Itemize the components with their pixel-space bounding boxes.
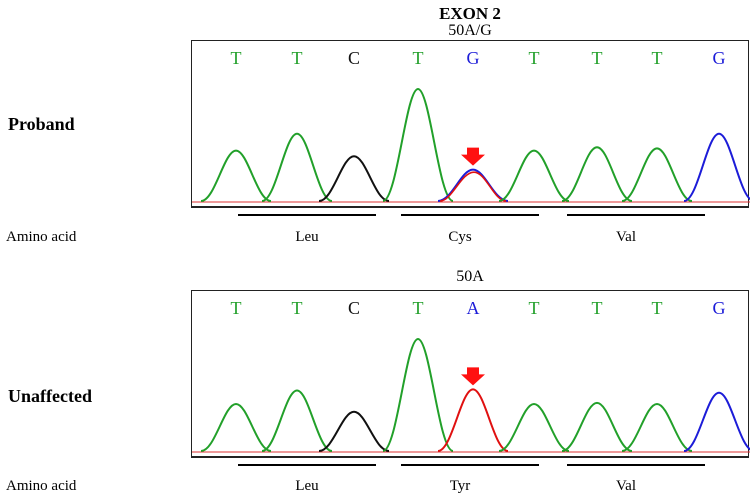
base-call-3: C [347,298,360,318]
amino-acid-1-unaffected: Leu [295,478,319,494]
base-call-6: T [528,48,540,68]
codon-underline-3-unaffected [567,464,705,466]
trace-peak-5 [437,388,509,452]
trace-peak-9 [683,391,750,452]
amino-acid-1-proband: Leu [295,229,319,245]
base-call-4: T [412,298,424,318]
trace-peak-1 [200,402,272,452]
base-call-7: T [591,298,603,318]
mutation-arrow [461,147,485,166]
amino-acid-3-unaffected: Val [616,478,636,494]
base-call-3: C [347,48,360,68]
amino-acid-2-unaffected: Tyr [449,478,471,494]
trace-peak-7 [561,146,633,202]
variant-label-proband: 50A/G [448,22,492,39]
trace-peak-6 [498,402,570,452]
variant-label-unaffected: 50A [456,268,484,285]
trace-peak-3 [318,410,390,452]
base-call-9: G [712,298,726,318]
trace-peak-9 [683,132,750,202]
trace-peak-2 [261,132,333,202]
base-call-5: A [466,298,480,318]
amino-acid-row-label-unaffected: Amino acid [6,478,77,494]
sample-label-proband: Proband [8,114,75,134]
trace-plot-unaffected [192,337,750,453]
base-call-2: T [291,298,303,318]
codon-underline-1-unaffected [238,464,376,466]
codon-underline-1-proband [238,214,376,216]
base-call-1: T [230,298,242,318]
trace-peak-4 [382,337,454,452]
codon-underline-2-unaffected [401,464,539,466]
trace-peak-4 [382,87,454,202]
trace-peak-8 [621,402,693,452]
base-call-6: T [528,298,540,318]
base-call-8: T [651,48,663,68]
trace-peak-6 [498,149,570,202]
codon-underline-3-proband [567,214,705,216]
trace-peak-1 [200,149,272,202]
codon-underline-2-proband [401,214,539,216]
base-call-5: G [466,48,480,68]
base-call-4: T [412,48,424,68]
sample-label-unaffected: Unaffected [8,386,92,406]
exon-title: EXON 2 [439,4,501,23]
trace-peak-3 [318,155,390,202]
trace-peak-8 [621,147,693,202]
base-call-7: T [591,48,603,68]
base-call-1: T [230,48,242,68]
base-call-8: T [651,298,663,318]
base-call-9: G [712,48,726,68]
trace-plot-proband [192,87,750,203]
trace-peak-5 [437,168,509,202]
trace-peak-2 [261,389,333,452]
mutation-arrow [461,367,485,386]
trace-peak-secondary [439,171,507,202]
amino-acid-3-proband: Val [616,229,636,245]
base-call-2: T [291,48,303,68]
trace-peak-7 [561,401,633,452]
amino-acid-2-proband: Cys [448,229,472,245]
amino-acid-row-label-proband: Amino acid [6,229,77,245]
